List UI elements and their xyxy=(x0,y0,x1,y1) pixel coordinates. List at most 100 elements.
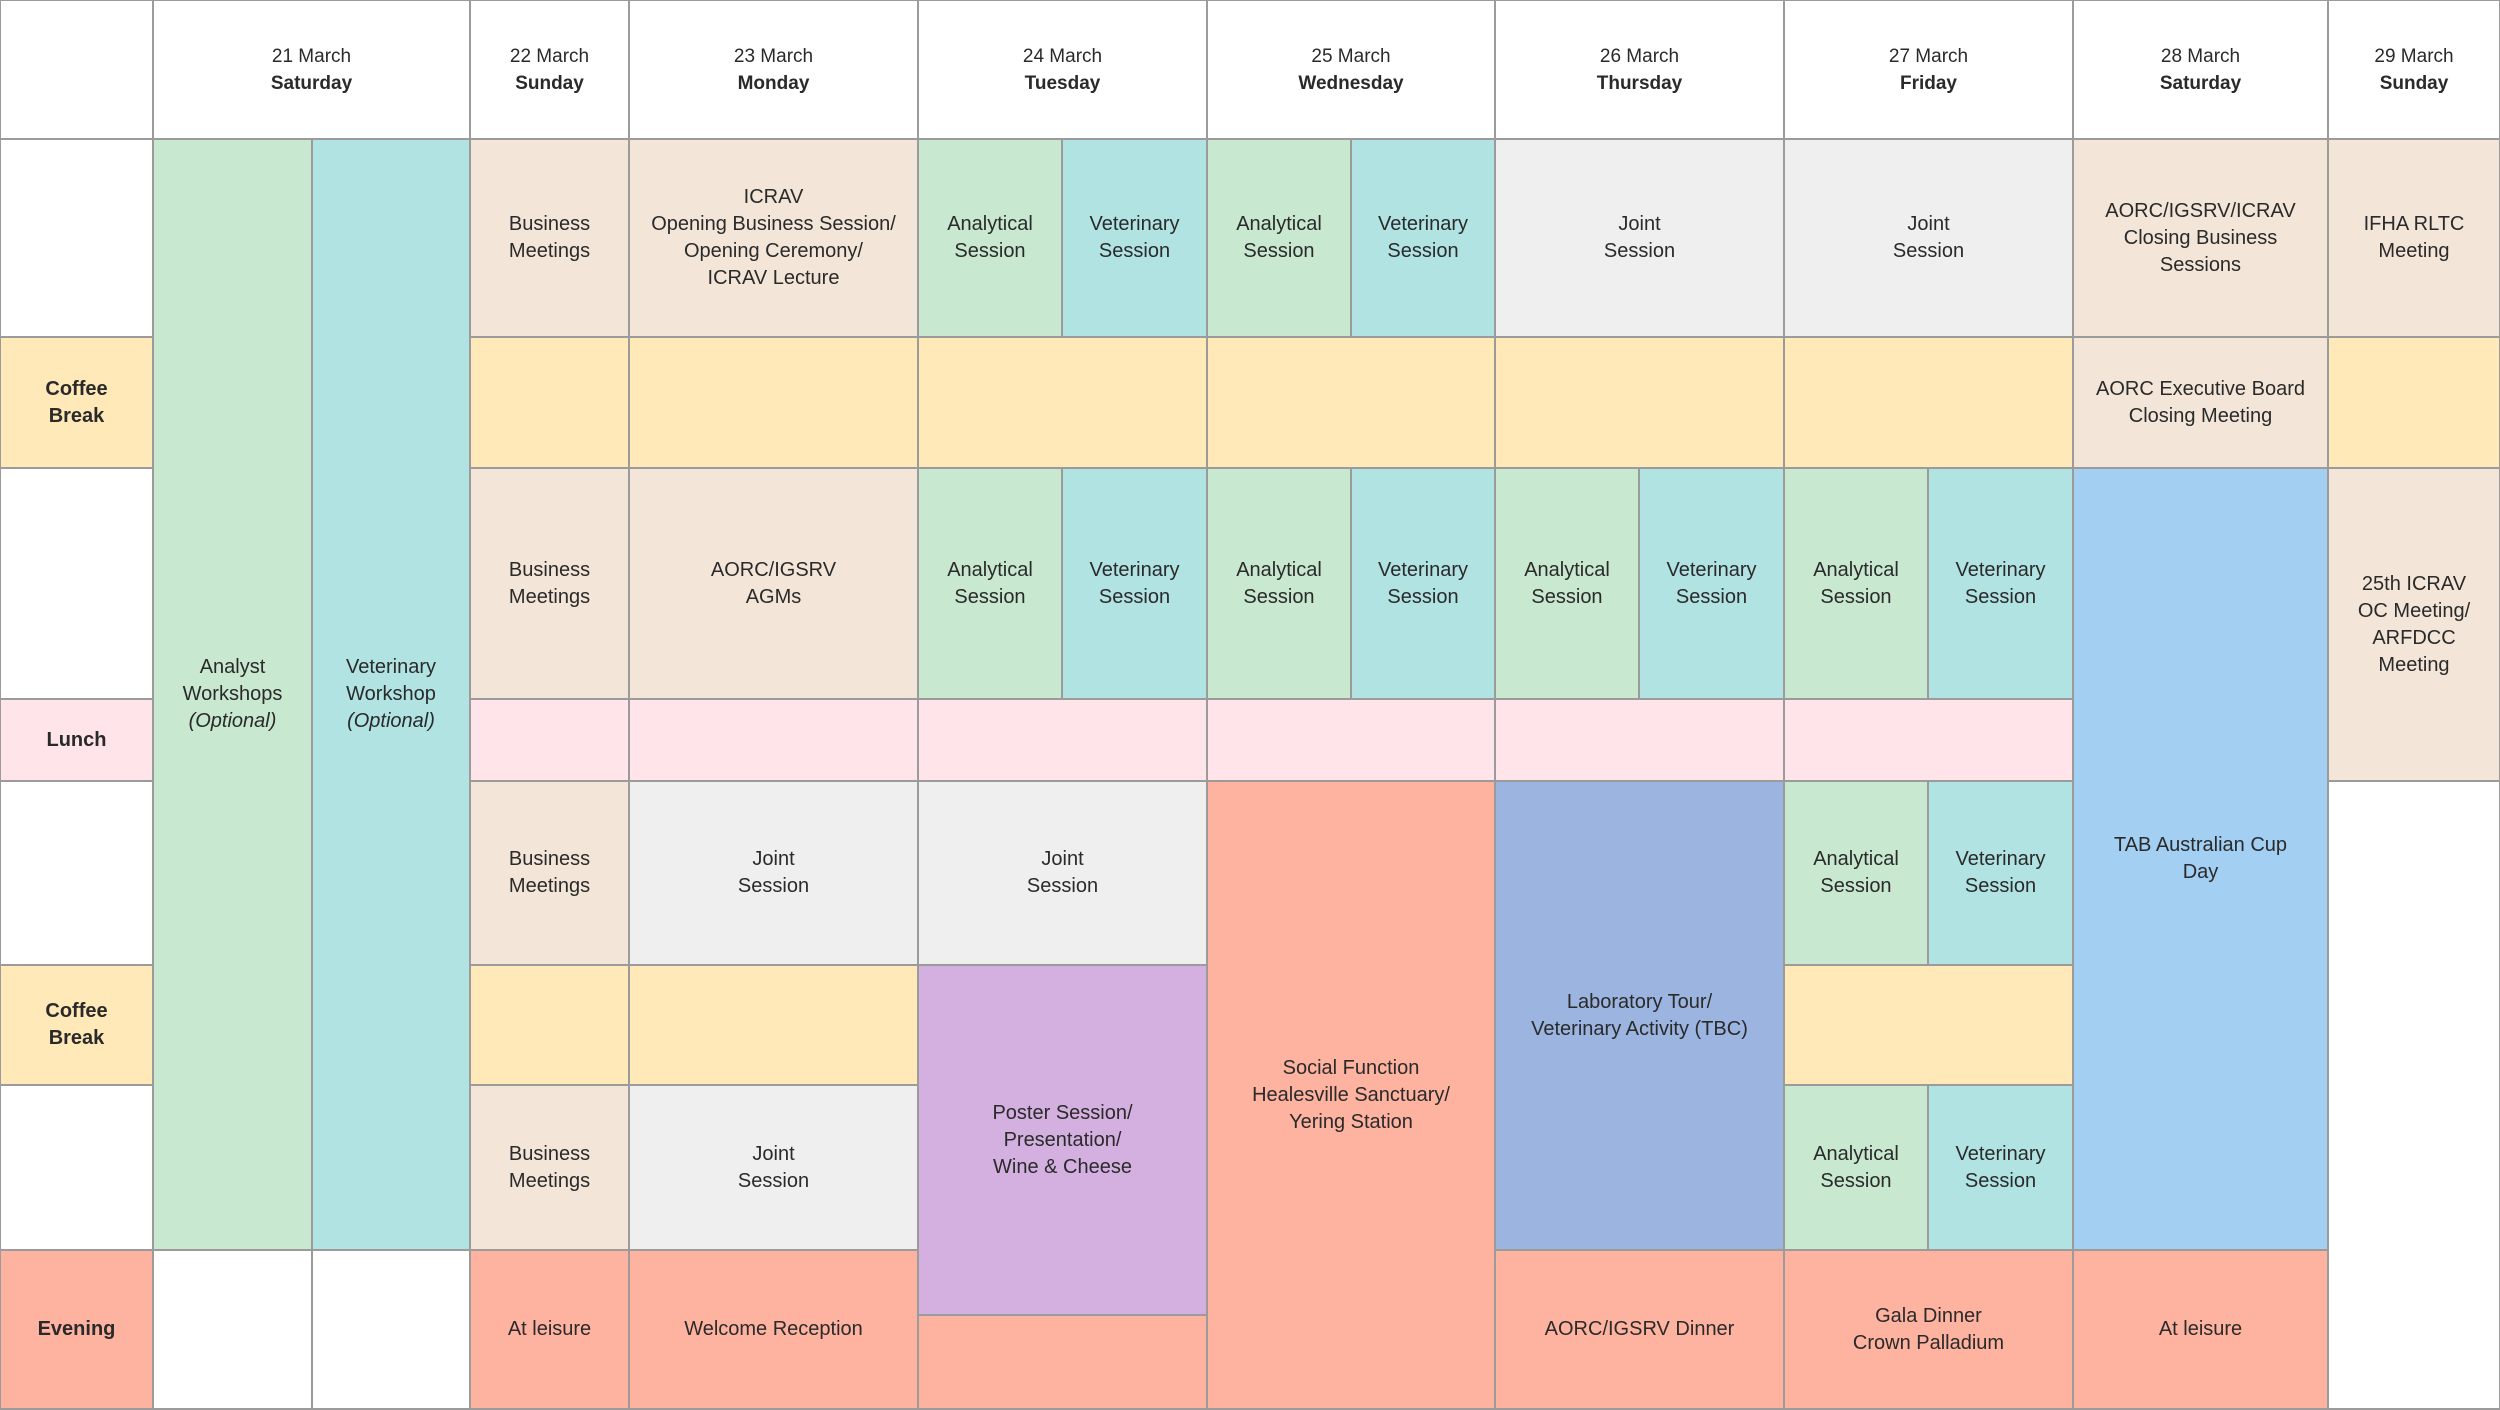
coffee-break-24 xyxy=(917,336,1208,469)
day-header-27-march: 27 March Friday xyxy=(1783,0,2074,140)
veterinary-session-24-2: Veterinary Session xyxy=(1061,467,1208,700)
day-header-24-march: 24 March Tuesday xyxy=(917,0,1208,140)
analytical-session-24-1: Analytical Session xyxy=(917,138,1063,338)
evening-at-leisure-22: At leisure xyxy=(469,1249,630,1410)
optional-label: (Optional) xyxy=(188,710,277,732)
header-date: 21 March xyxy=(271,45,352,67)
lunch-22 xyxy=(469,698,630,782)
veterinary-session-27-2: Veterinary Session xyxy=(1927,780,2074,966)
gala-dinner: Gala Dinner Crown Palladium xyxy=(1783,1249,2074,1410)
lunch-25 xyxy=(1206,698,1496,782)
analytical-session-25-1: Analytical Session xyxy=(1206,138,1352,338)
ifha-rltc-meeting: IFHA RLTC Meeting xyxy=(2327,138,2500,338)
analytical-session-24-2: Analytical Session xyxy=(917,467,1063,700)
analytical-session-27-2: Analytical Session xyxy=(1783,780,1929,966)
header-weekday: Sunday xyxy=(2379,72,2449,94)
blank-29-afternoon xyxy=(2327,780,2500,1410)
aorc-igsrv-dinner: AORC/IGSRV Dinner xyxy=(1494,1249,1785,1410)
side-label-lunch: Lunch xyxy=(0,698,154,782)
coffee-break-26 xyxy=(1494,336,1785,469)
poster-session: Poster Session/ Presentation/ Wine & Che… xyxy=(917,964,1208,1316)
side-blank-late-afternoon xyxy=(0,1084,154,1251)
evening-24 xyxy=(917,1314,1208,1410)
lunch-23 xyxy=(628,698,919,782)
header-weekday: Monday xyxy=(737,72,810,94)
coffee-break-23-2 xyxy=(628,964,919,1086)
side-blank-morning xyxy=(0,138,154,338)
veterinary-session-25-2: Veterinary Session xyxy=(1350,467,1496,700)
side-blank-late-morning xyxy=(0,467,154,700)
joint-session-24: Joint Session xyxy=(917,780,1208,966)
aorc-igsrv-agms: AORC/IGSRV AGMs xyxy=(628,467,919,700)
coffee-break-27-2 xyxy=(1783,964,2074,1086)
day-header-26-march: 26 March Thursday xyxy=(1494,0,1785,140)
day-header-25-march: 25 March Wednesday xyxy=(1206,0,1496,140)
evening-at-leisure-28: At leisure xyxy=(2072,1249,2329,1410)
lunch-26 xyxy=(1494,698,1785,782)
icrav-opening-session: ICRAV Opening Business Session/ Opening … xyxy=(628,138,919,338)
joint-session-27: Joint Session xyxy=(1783,138,2074,338)
side-blank-afternoon xyxy=(0,780,154,966)
business-meetings-22-3: Business Meetings xyxy=(469,780,630,966)
header-weekday: Thursday xyxy=(1596,72,1683,94)
header-date: 29 March xyxy=(2374,45,2454,67)
business-meetings-22-2: Business Meetings xyxy=(469,467,630,700)
header-date: 23 March xyxy=(733,45,814,67)
analyst-workshops: Analyst Workshops (Optional) xyxy=(152,138,313,1251)
veterinary-session-25-1: Veterinary Session xyxy=(1350,138,1496,338)
header-weekday: Friday xyxy=(1899,72,1958,94)
lunch-24 xyxy=(917,698,1208,782)
header-date: 25 March xyxy=(1311,45,1391,67)
header-weekday: Sunday xyxy=(515,72,584,94)
side-label-coffee-break: Coffee Break xyxy=(0,336,154,469)
analytical-session-27-1: Analytical Session xyxy=(1783,467,1929,700)
veterinary-session-27-3: Veterinary Session xyxy=(1927,1084,2074,1251)
tab-australian-cup-day: TAB Australian Cup Day xyxy=(2072,467,2329,1251)
corner-cell xyxy=(0,0,154,140)
side-label-coffee-break: Coffee Break xyxy=(0,964,154,1086)
header-weekday: Tuesday xyxy=(1024,72,1101,94)
coffee-break-25 xyxy=(1206,336,1496,469)
aorc-closing-sessions: AORC/IGSRV/ICRAV Closing Business Sessio… xyxy=(2072,138,2329,338)
header-date: 26 March xyxy=(1599,45,1680,67)
aorc-executive-board-meeting: AORC Executive Board Closing Meeting xyxy=(2072,336,2329,469)
welcome-reception: Welcome Reception xyxy=(628,1249,919,1410)
coffee-break-22-2 xyxy=(469,964,630,1086)
header-weekday: Wednesday xyxy=(1298,72,1404,94)
analyst-workshops-label: Analyst Workshops xyxy=(182,656,283,705)
header-weekday: Saturday xyxy=(270,72,353,94)
analytical-session-26: Analytical Session xyxy=(1494,467,1640,700)
side-label-evening: Evening xyxy=(0,1249,154,1410)
joint-session-26: Joint Session xyxy=(1494,138,1785,338)
optional-label: (Optional) xyxy=(347,710,435,732)
day-header-28-march: 28 March Saturday xyxy=(2072,0,2329,140)
header-date: 27 March xyxy=(1888,45,1969,67)
header-date: 28 March xyxy=(2160,45,2241,67)
business-meetings-22-4: Business Meetings xyxy=(469,1084,630,1251)
analytical-session-27-3: Analytical Session xyxy=(1783,1084,1929,1251)
icrav-oc-meeting: 25th ICRAV OC Meeting/ ARFDCC Meeting xyxy=(2327,467,2500,782)
analytical-session-25-2: Analytical Session xyxy=(1206,467,1352,700)
evening-blank-21-a xyxy=(152,1249,313,1410)
laboratory-tour: Laboratory Tour/ Veterinary Activity (TB… xyxy=(1494,780,1785,1251)
day-header-23-march: 23 March Monday xyxy=(628,0,919,140)
header-date: 24 March xyxy=(1022,45,1103,67)
header-date: 22 March xyxy=(509,45,590,67)
coffee-break-29 xyxy=(2327,336,2500,469)
header-weekday: Saturday xyxy=(2159,72,2242,94)
joint-session-23-2: Joint Session xyxy=(628,1084,919,1251)
day-header-29-march: 29 March Sunday xyxy=(2327,0,2500,140)
joint-session-23-1: Joint Session xyxy=(628,780,919,966)
coffee-break-23-1 xyxy=(628,336,919,469)
day-header-21-march: 21 March Saturday xyxy=(152,0,471,140)
veterinary-workshop: Veterinary Workshop (Optional) xyxy=(311,138,471,1251)
veterinary-session-26: Veterinary Session xyxy=(1638,467,1785,700)
coffee-break-27-1 xyxy=(1783,336,2074,469)
veterinary-session-24-1: Veterinary Session xyxy=(1061,138,1208,338)
social-function: Social Function Healesville Sanctuary/ Y… xyxy=(1206,780,1496,1410)
day-header-22-march: 22 March Sunday xyxy=(469,0,630,140)
veterinary-session-27-1: Veterinary Session xyxy=(1927,467,2074,700)
veterinary-workshop-label: Veterinary Workshop xyxy=(345,656,437,705)
business-meetings-22-1: Business Meetings xyxy=(469,138,630,338)
